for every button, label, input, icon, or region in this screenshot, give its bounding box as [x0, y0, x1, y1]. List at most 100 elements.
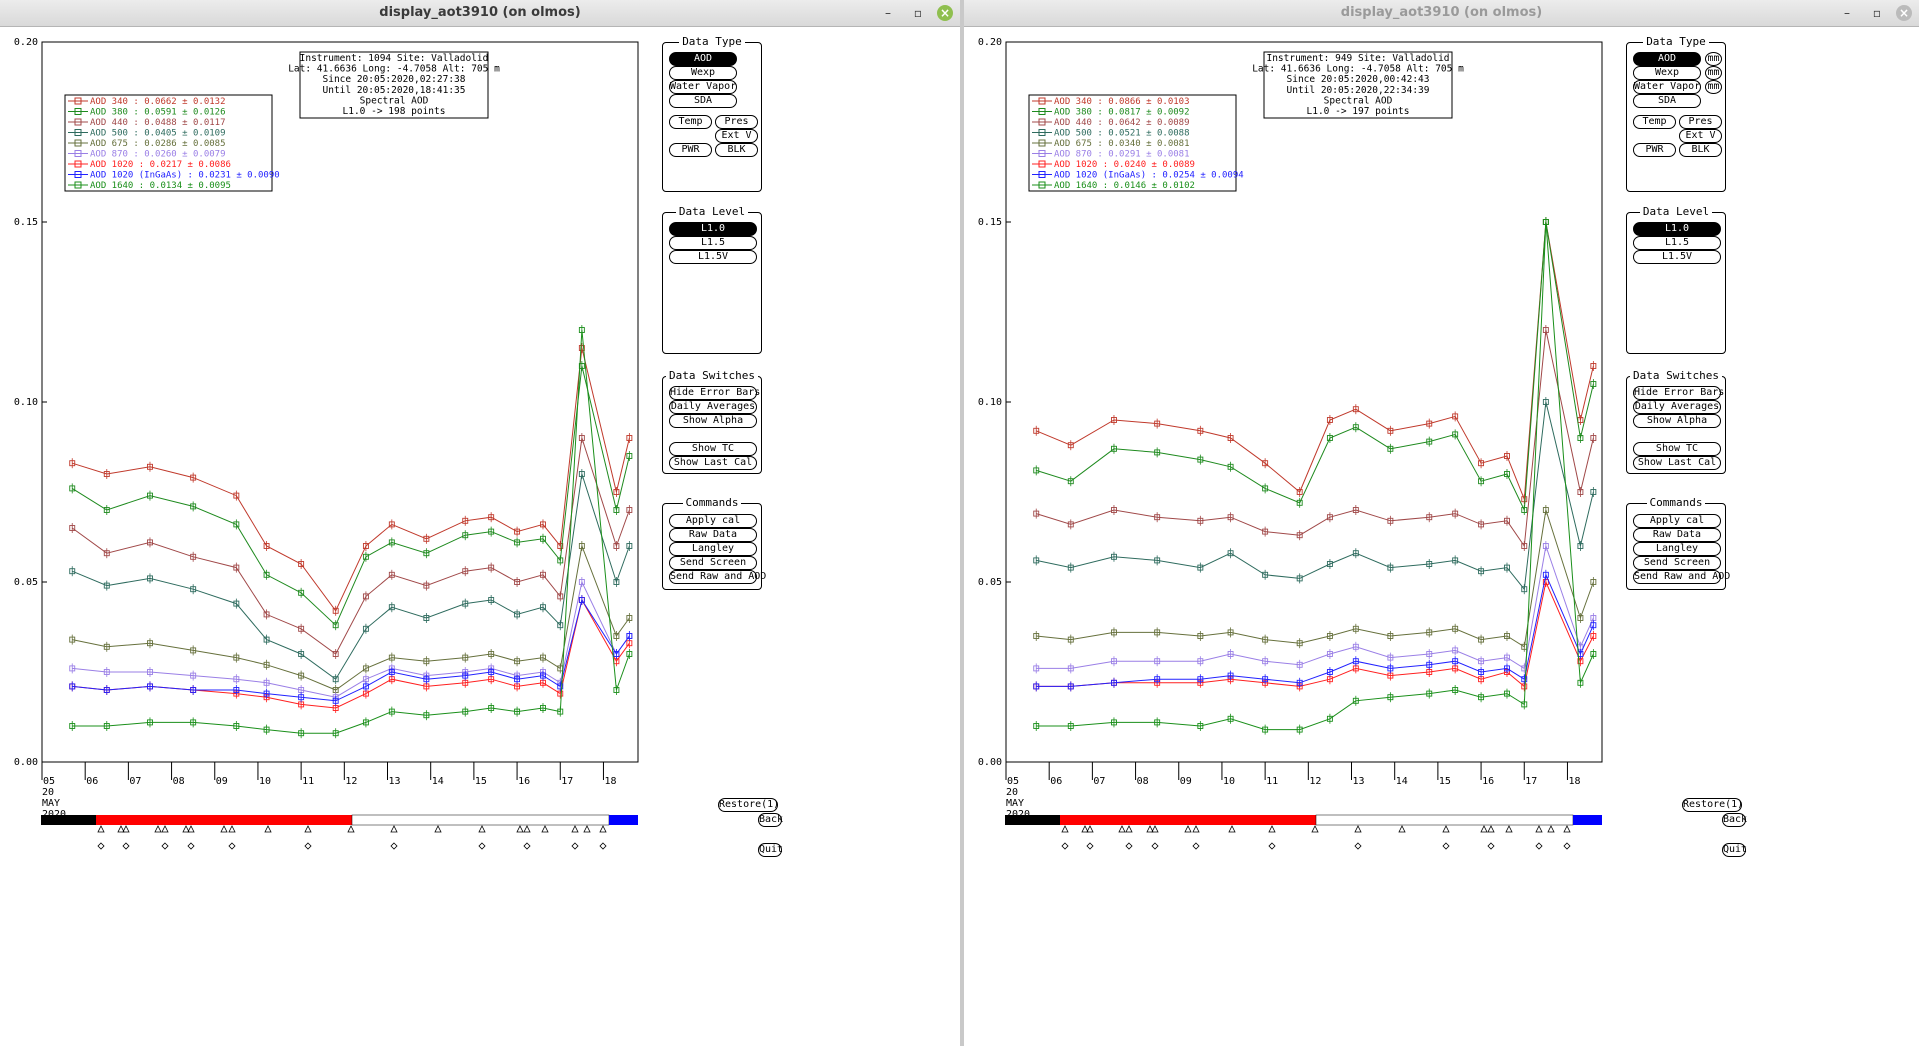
aod-button[interactable]: AOD — [1633, 52, 1701, 66]
ext-v-button[interactable]: Ext V — [715, 129, 758, 143]
data-point — [263, 571, 270, 578]
pres-button[interactable]: Pres — [1679, 115, 1722, 129]
data-point — [1033, 557, 1040, 564]
raw-data-button[interactable]: Raw Data — [1633, 528, 1721, 542]
langley-button[interactable]: Langley — [1633, 542, 1721, 556]
data-point — [103, 471, 110, 477]
pwr-button[interactable]: PWR — [669, 143, 712, 157]
data-point — [233, 492, 240, 499]
water-vapor-button[interactable]: Water Vapor — [669, 80, 737, 94]
time-marker-diamond-icon — [1487, 842, 1495, 850]
time-marker-icon — [541, 825, 549, 833]
mm-unit-button[interactable]: mm — [1705, 52, 1722, 66]
info-line: Instrument: 1094 Site: Valladolid — [300, 53, 489, 64]
data-point — [1296, 726, 1303, 733]
show-last-cal-button[interactable]: Show Last Cal — [1633, 456, 1721, 470]
time-band-black — [1005, 815, 1060, 825]
show-tc-button[interactable]: Show TC — [669, 442, 757, 456]
close-button[interactable]: × — [1896, 5, 1912, 21]
level-l1-5v-button[interactable]: L1.5V — [1633, 250, 1721, 264]
time-marker-icon — [1228, 825, 1236, 833]
mm-unit-button[interactable]: mm — [1705, 66, 1722, 80]
minimize-button[interactable]: – — [885, 6, 891, 20]
level-l1-0-button[interactable]: L1.0 — [1633, 222, 1721, 236]
minimize-button[interactable]: – — [1844, 6, 1850, 20]
temp-button[interactable]: Temp — [669, 115, 712, 129]
data-point — [1197, 676, 1204, 683]
data-point — [103, 507, 110, 513]
sda-button[interactable]: SDA — [1633, 94, 1701, 108]
water-vapor-button[interactable]: Water Vapor — [1633, 80, 1701, 94]
apply-cal-button[interactable]: Apply cal — [1633, 514, 1721, 528]
data-point — [1478, 568, 1485, 575]
data-point — [1478, 694, 1485, 701]
send-raw-and-aod-button[interactable]: Send Raw and AOD — [1633, 570, 1731, 584]
aod-chart: 0.00 0.05 0.10 0.15 0.20 05 06 07 08 09 10 11 12 13 14… — [978, 37, 1603, 850]
level-l1-5-button[interactable]: L1.5 — [669, 236, 757, 250]
show-alpha-button[interactable]: Show Alpha — [669, 414, 757, 428]
maximize-button[interactable]: ▫ — [913, 6, 923, 20]
blk-button[interactable]: BLK — [715, 143, 758, 157]
langley-button[interactable]: Langley — [669, 542, 757, 556]
data-point — [233, 521, 240, 528]
mm-unit-button[interactable]: mm — [1705, 80, 1722, 94]
daily-averages-button[interactable]: Daily Averages — [1633, 400, 1721, 414]
level-l1-0-button[interactable]: L1.0 — [669, 222, 757, 236]
hide-error-bars-button[interactable]: Hide Error Bars — [1633, 386, 1725, 400]
ext-v-button[interactable]: Ext V — [1679, 129, 1722, 143]
wexp-button[interactable]: Wexp — [1633, 66, 1701, 80]
apply-cal-button[interactable]: Apply cal — [669, 514, 757, 528]
blk-button[interactable]: BLK — [1679, 143, 1722, 157]
restore-button[interactable]: Restore(1) — [1682, 798, 1744, 812]
data-point — [1197, 517, 1204, 524]
legend-entry: AOD 675 : 0.0286 ± 0.0085 — [90, 139, 226, 149]
level-l1-5-button[interactable]: L1.5 — [1633, 236, 1721, 250]
close-button[interactable]: × — [937, 5, 953, 21]
wexp-button[interactable]: Wexp — [669, 66, 737, 80]
pres-button[interactable]: Pres — [715, 115, 758, 129]
data-point — [1111, 658, 1117, 665]
data-point — [423, 615, 430, 621]
back-button[interactable]: Back — [758, 813, 784, 827]
send-raw-and-aod-button[interactable]: Send Raw and AOD — [669, 570, 767, 584]
info-box — [299, 51, 489, 119]
sda-button[interactable]: SDA — [669, 94, 737, 108]
hide-error-bars-button[interactable]: Hide Error Bars — [669, 386, 761, 400]
send-screen-button[interactable]: Send Screen — [1633, 556, 1721, 570]
data-point — [1590, 651, 1597, 657]
quit-button[interactable]: Quit — [758, 843, 784, 857]
data-point — [1227, 435, 1234, 441]
level-l1-5v-button[interactable]: L1.5V — [669, 250, 757, 264]
send-screen-button[interactable]: Send Screen — [669, 556, 757, 570]
data-point — [613, 543, 620, 549]
raw-data-button[interactable]: Raw Data — [669, 528, 757, 542]
x-tick-label: 06 — [1050, 776, 1062, 787]
data-point — [488, 705, 495, 711]
show-last-cal-button[interactable]: Show Last Cal — [669, 456, 757, 470]
back-button[interactable]: Back — [1722, 813, 1748, 827]
data-point — [1521, 586, 1528, 593]
time-marker-icon — [1487, 825, 1495, 833]
legend-marker — [74, 171, 82, 178]
aod-button[interactable]: AOD — [669, 52, 737, 66]
data-point — [1111, 679, 1117, 686]
daily-averages-button[interactable]: Daily Averages — [669, 400, 757, 414]
temp-button[interactable]: Temp — [1633, 115, 1676, 129]
x-tick-label: 13 — [389, 776, 401, 787]
show-alpha-button[interactable]: Show Alpha — [1633, 414, 1721, 428]
legend-entry: AOD 1020 (InGaAs) : 0.0231 ± 0.0090 — [90, 171, 280, 181]
show-tc-button[interactable]: Show TC — [1633, 442, 1721, 456]
data-point — [1033, 467, 1040, 474]
data-point — [263, 726, 270, 733]
time-marker-icon — [1398, 825, 1406, 833]
pwr-button[interactable]: PWR — [1633, 143, 1676, 157]
legend-marker — [1038, 160, 1046, 168]
quit-button[interactable]: Quit — [1722, 843, 1748, 857]
data-point — [1352, 406, 1359, 413]
data-point — [462, 532, 469, 539]
maximize-button[interactable]: ▫ — [1872, 6, 1882, 20]
data-point — [1262, 658, 1269, 665]
data-point — [103, 550, 110, 557]
restore-button[interactable]: Restore(1) — [718, 798, 780, 812]
data-point — [1262, 485, 1269, 492]
